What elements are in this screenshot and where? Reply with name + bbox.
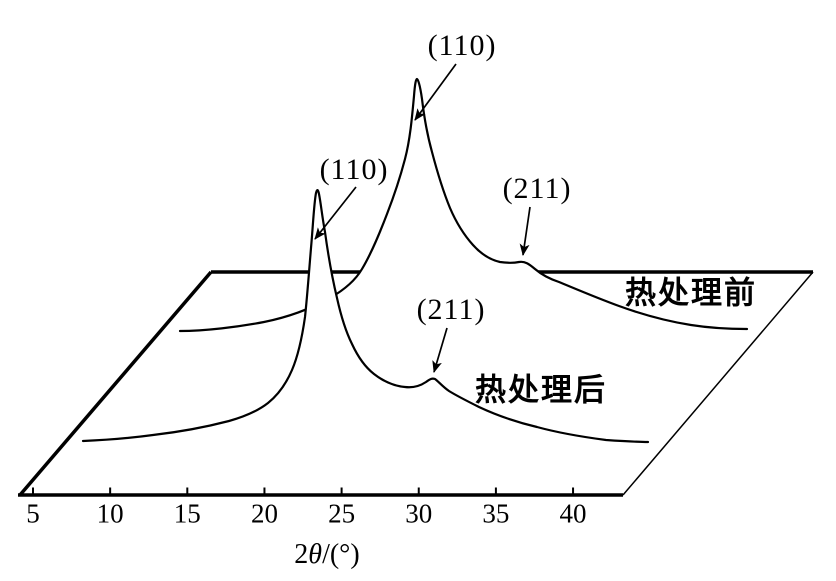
x-axis-title: 2θ/(°): [294, 541, 359, 569]
floor-left-edge: [18, 270, 213, 497]
x-axis-title-suffix: /(°): [322, 539, 360, 570]
peak-label-211-front: (211): [416, 293, 486, 326]
peak-label-110-back: (110): [427, 29, 497, 62]
x-tick-label: 5: [26, 498, 40, 529]
arrow-front-110: [314, 186, 357, 240]
arrow-back-110: [414, 63, 457, 121]
series-label-before-heat-treatment: 热处理前: [625, 275, 757, 311]
series-label-after-heat-treatment: 热处理后: [475, 372, 607, 408]
x-tick-label: 30: [405, 498, 433, 529]
peak-label-110-front: (110): [319, 153, 389, 186]
curve-before-heat-treatment-fill: [180, 79, 747, 332]
x-tick-label: 20: [250, 498, 278, 529]
x-tick-label: 15: [173, 498, 201, 529]
peak-label-211-back: (211): [502, 172, 572, 205]
curve-after-heat-treatment: [81, 189, 650, 444]
x-tick-label: 25: [328, 498, 356, 529]
curve-after-heat-treatment-fill: [83, 190, 648, 444]
arrow-back-211: [519, 206, 531, 256]
x-axis-title-prefix: 2: [294, 539, 309, 570]
curve-before-heat-treatment: [178, 77, 749, 333]
arrow-front-211: [432, 327, 448, 373]
x-tick-label: 40: [559, 498, 587, 529]
x-axis-title-theta: θ: [308, 539, 323, 570]
x-axis-ticks: [32, 487, 575, 495]
x-tick-label: 35: [482, 498, 510, 529]
floor-right-edge: [622, 271, 814, 496]
x-tick-label: 10: [96, 498, 124, 529]
annotation-arrows: [314, 63, 531, 373]
